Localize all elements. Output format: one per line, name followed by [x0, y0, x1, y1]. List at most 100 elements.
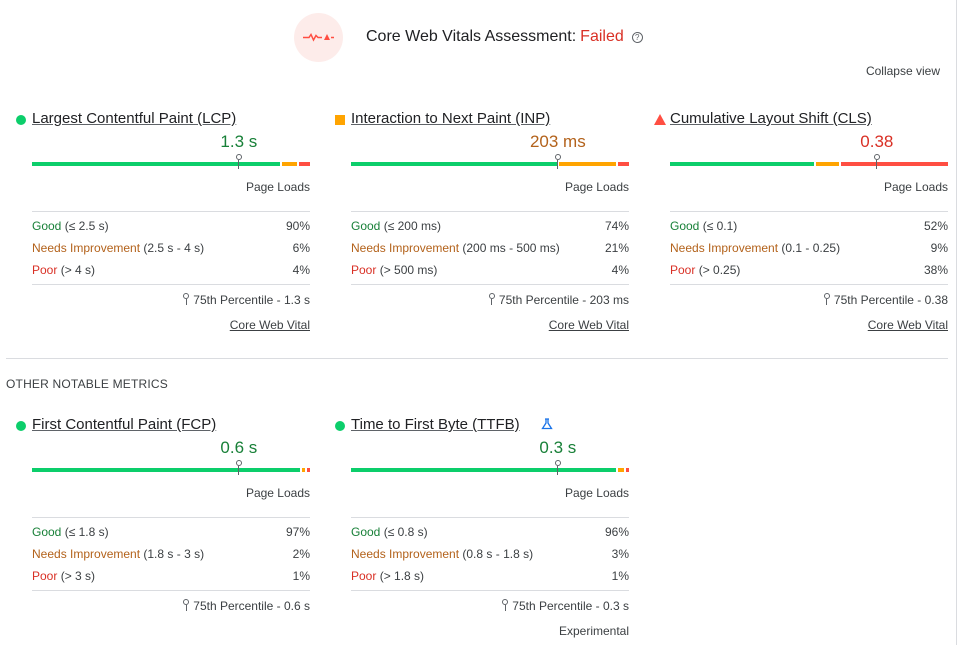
row-percent: 52%: [923, 219, 948, 233]
row-range: (≤ 2.5 s): [64, 219, 109, 233]
percentile-text: 75th Percentile - 0.3 s: [512, 599, 629, 613]
bar-needs-improvement: [301, 468, 306, 472]
row-range: (> 4 s): [60, 263, 96, 277]
metric-value: 0.38: [860, 132, 894, 151]
row-good: Good (≤ 1.8 s) 97%: [32, 525, 310, 541]
row-percent: 9%: [930, 241, 948, 255]
metric-title-lcp: Largest Contentful Paint (LCP): [16, 110, 310, 130]
bar-needs-improvement: [617, 468, 625, 472]
assessment-title: Core Web Vitals Assessment: Failed?: [366, 28, 643, 46]
row-needs-improvement: Needs Improvement (0.8 s - 1.8 s) 3%: [351, 547, 629, 563]
row-range: (1.8 s - 3 s): [143, 547, 205, 561]
row-percent: 2%: [292, 547, 310, 561]
bar-good: [351, 162, 557, 166]
metric-name-link[interactable]: First Contentful Paint (FCP): [32, 416, 217, 433]
metric-title-inp: Interaction to Next Paint (INP): [335, 110, 629, 130]
divider: [351, 590, 629, 591]
distribution-bar: [32, 468, 310, 472]
metric-card-ttfb: Time to First Byte (TTFB) 0.3 s Page Loads…: [335, 416, 629, 645]
metric-name-link[interactable]: Time to First Byte (TTFB): [351, 416, 520, 433]
bar-poor: [626, 468, 629, 472]
row-percent: 38%: [923, 263, 948, 277]
bar-good: [32, 162, 281, 166]
metric-value: 0.6 s: [220, 438, 258, 457]
metric-card-inp: Interaction to Next Paint (INP) 203 ms Pag…: [335, 110, 629, 340]
distribution-bar: [351, 468, 629, 472]
right-edge-divider: [956, 0, 957, 645]
row-good: Good (≤ 0.8 s) 96%: [351, 525, 629, 541]
bar-good: [670, 162, 815, 166]
metric-title-cls: Cumulative Layout Shift (CLS): [654, 110, 948, 130]
distribution-bar: [32, 162, 310, 166]
row-poor: Poor (> 1.8 s) 1%: [351, 569, 629, 585]
metric-name-link[interactable]: Interaction to Next Paint (INP): [351, 110, 551, 127]
other-metrics-heading: OTHER NOTABLE METRICS: [6, 377, 168, 391]
status-good-icon: [16, 421, 26, 431]
row-range: (> 0.25): [698, 263, 741, 277]
percentile-marker-icon: [235, 154, 243, 170]
row-range: (≤ 0.1): [702, 219, 738, 233]
row-label: Poor: [32, 569, 58, 583]
metric-value: 0.3 s: [539, 438, 577, 457]
page-loads-label: Page Loads: [564, 180, 629, 194]
bar-needs-improvement: [816, 162, 840, 166]
row-range: (> 3 s): [60, 569, 96, 583]
percentile-line: 75th Percentile - 0.6 s: [182, 599, 310, 613]
metric-card-fcp: First Contentful Paint (FCP) 0.6 s Page Lo…: [16, 416, 310, 645]
row-needs-improvement: Needs Improvement (200 ms - 500 ms) 21%: [351, 241, 629, 257]
percentile-line: 75th Percentile - 203 ms: [488, 293, 629, 307]
help-icon[interactable]: ?: [631, 32, 643, 43]
row-percent: 90%: [285, 219, 310, 233]
row-label: Needs Improvement: [670, 241, 779, 255]
pin-icon: [501, 599, 509, 611]
row-needs-improvement: Needs Improvement (0.1 - 0.25) 9%: [670, 241, 948, 257]
row-percent: 21%: [604, 241, 629, 255]
row-label: Poor: [351, 569, 377, 583]
status-good-icon: [335, 421, 345, 431]
row-poor: Poor (> 3 s) 1%: [32, 569, 310, 585]
bar-poor: [617, 162, 629, 166]
metric-name-link[interactable]: Cumulative Layout Shift (CLS): [670, 110, 872, 127]
percentile-marker-icon: [554, 154, 562, 170]
core-web-vital-link[interactable]: Core Web Vital: [229, 318, 310, 332]
row-label: Poor: [32, 263, 58, 277]
row-label: Good: [670, 219, 700, 233]
metric-value: 1.3 s: [220, 132, 258, 151]
row-range: (2.5 s - 4 s): [143, 241, 205, 255]
row-label: Needs Improvement: [351, 547, 460, 561]
row-percent: 97%: [285, 525, 310, 539]
divider: [32, 284, 310, 285]
metric-name-link[interactable]: Largest Contentful Paint (LCP): [32, 110, 237, 127]
experimental-label: Experimental: [558, 624, 629, 638]
row-range: (200 ms - 500 ms): [462, 241, 560, 255]
percentile-marker-icon: [235, 460, 243, 476]
assessment-verdict: Failed: [580, 28, 624, 45]
bar-poor: [841, 162, 948, 166]
page-loads-label: Page Loads: [245, 486, 310, 500]
row-good: Good (≤ 0.1) 52%: [670, 219, 948, 235]
row-range: (0.1 - 0.25): [781, 241, 841, 255]
distribution-bar: [670, 162, 948, 166]
row-label: Needs Improvement: [32, 241, 141, 255]
percentile-marker-icon: [554, 460, 562, 476]
row-percent: 4%: [611, 263, 629, 277]
core-web-vital-link[interactable]: Core Web Vital: [548, 318, 629, 332]
row-range: (≤ 1.8 s): [64, 525, 109, 539]
core-web-vital-link[interactable]: Core Web Vital: [867, 318, 948, 332]
percentile-text: 75th Percentile - 203 ms: [498, 293, 629, 307]
pin-icon: [488, 293, 496, 305]
row-range: (≤ 0.8 s): [383, 525, 428, 539]
row-range: (> 500 ms): [379, 263, 438, 277]
collapse-view-button[interactable]: Collapse view: [865, 64, 940, 78]
assessment-label: Core Web Vitals Assessment:: [366, 28, 577, 45]
row-percent: 1%: [292, 569, 310, 583]
row-label: Good: [351, 219, 381, 233]
percentile-line: 75th Percentile - 0.38: [823, 293, 948, 307]
bar-needs-improvement: [558, 162, 616, 166]
flask-icon: [541, 418, 553, 430]
metric-value: 203 ms: [529, 132, 586, 151]
row-needs-improvement: Needs Improvement (2.5 s - 4 s) 6%: [32, 241, 310, 257]
percentile-text: 75th Percentile - 1.3 s: [193, 293, 310, 307]
status-ni-icon: [335, 115, 345, 125]
metric-card-cls: Cumulative Layout Shift (CLS) 0.38 Page Lo…: [654, 110, 948, 340]
